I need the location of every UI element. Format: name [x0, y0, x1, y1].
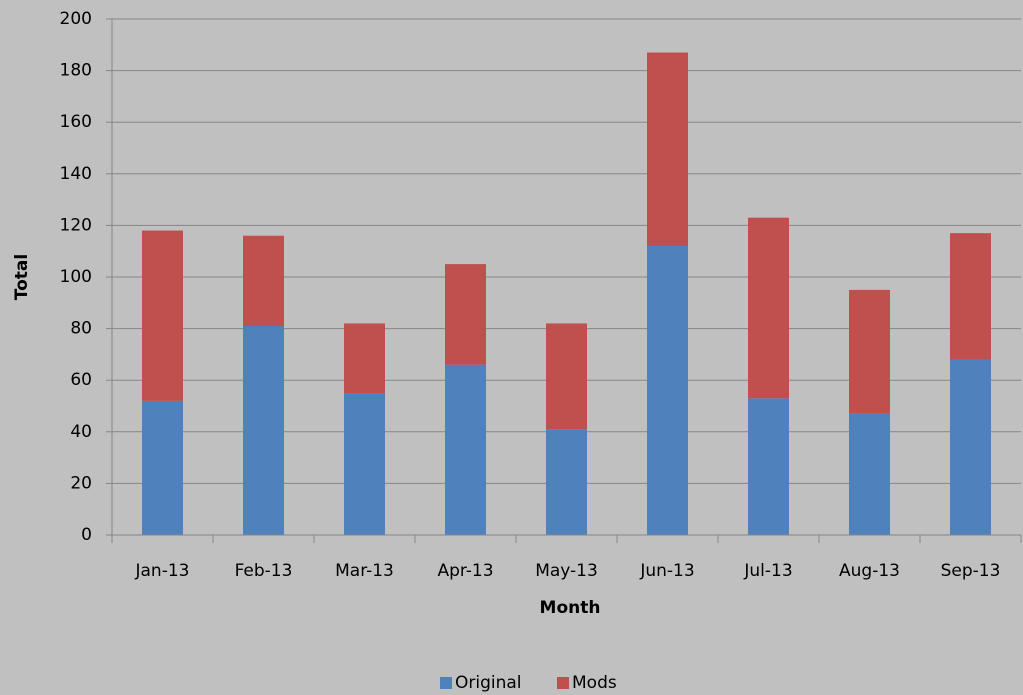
y-tick-label: 40 — [70, 422, 92, 442]
x-tick-label: Feb-13 — [235, 561, 293, 581]
bar-segment — [748, 398, 789, 535]
bar-segment — [849, 413, 890, 535]
x-tick-label: Aug-13 — [839, 561, 900, 581]
x-tick-label: Jul-13 — [743, 561, 792, 581]
bar-segment — [950, 233, 991, 360]
x-tick-label: Sep-13 — [941, 561, 1001, 581]
y-tick-label: 0 — [81, 525, 92, 545]
bar-segment — [344, 323, 385, 394]
legend-label: Original — [455, 673, 522, 693]
legend-label: Mods — [572, 673, 617, 693]
y-tick-label: 140 — [60, 164, 92, 184]
legend-swatch — [557, 677, 569, 689]
y-tick-label: 80 — [70, 319, 92, 339]
bar-segment — [445, 364, 486, 535]
x-tick-label: May-13 — [535, 561, 598, 581]
bar-segment — [647, 246, 688, 536]
y-tick-label: 120 — [60, 215, 92, 235]
x-tick-label: Jan-13 — [135, 561, 190, 581]
bar-segment — [445, 264, 486, 365]
bar-segment — [647, 52, 688, 247]
y-tick-label: 200 — [60, 9, 92, 29]
bar-segment — [849, 289, 890, 414]
y-tick-label: 180 — [60, 61, 92, 81]
x-axis-title: Month — [540, 598, 601, 618]
bar-segment — [243, 326, 284, 535]
x-tick-label: Jun-13 — [639, 561, 694, 581]
bar-segment — [142, 230, 183, 401]
y-tick-label: 160 — [60, 112, 92, 132]
bar-segment — [546, 323, 587, 430]
x-tick-label: Apr-13 — [437, 561, 493, 581]
bar-segment — [344, 393, 385, 535]
bar-segment — [546, 429, 587, 535]
y-tick-label: 20 — [70, 473, 92, 493]
legend-swatch — [440, 677, 452, 689]
y-tick-label: 100 — [60, 267, 92, 287]
bar-segment — [950, 359, 991, 535]
bar-segment — [748, 217, 789, 399]
x-tick-label: Mar-13 — [335, 561, 394, 581]
y-tick-label: 60 — [70, 370, 92, 390]
bar-segment — [142, 400, 183, 535]
bar-segment — [243, 235, 284, 327]
y-axis-title: Total — [12, 254, 32, 300]
